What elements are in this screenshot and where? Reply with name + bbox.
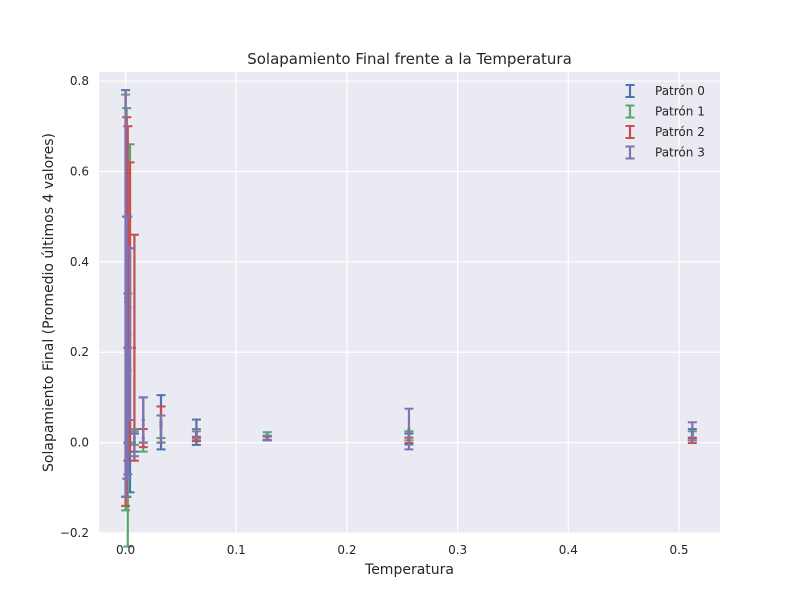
data-point <box>690 429 694 433</box>
grid <box>99 72 720 534</box>
x-axis: 0.0 0.1 0.2 0.3 0.4 0.5 <box>116 543 689 557</box>
x-tick-label: 0.4 <box>559 543 578 557</box>
legend-item: Patrón 2 <box>625 125 705 139</box>
legend-label: Patrón 1 <box>655 105 705 119</box>
chart-title: Solapamiento Final frente a la Temperatu… <box>247 50 572 68</box>
data-point <box>265 436 269 440</box>
y-axis: −0.2 0.0 0.2 0.4 0.6 0.8 <box>60 74 89 540</box>
legend-label: Patrón 3 <box>655 146 705 160</box>
legend-item: Patrón 1 <box>625 104 705 119</box>
legend-label: Patrón 0 <box>655 84 705 98</box>
x-tick-label: 0.2 <box>337 543 356 557</box>
data-point <box>159 427 163 431</box>
y-tick-label: −0.2 <box>60 526 89 540</box>
legend-item: Patrón 0 <box>625 84 705 98</box>
y-axis-label: Solapamiento Final (Promedio últimos 4 v… <box>41 133 57 472</box>
legend: Patrón 0 Patrón 1 Patrón 2 Patrón 3 <box>625 84 705 160</box>
data-point <box>128 332 132 336</box>
x-tick-label: 0.0 <box>116 543 135 557</box>
data-point <box>407 427 411 431</box>
data-point <box>132 441 137 445</box>
y-tick-label: 0.8 <box>70 74 89 88</box>
data-point <box>194 431 199 436</box>
y-tick-label: 0.6 <box>70 164 89 178</box>
data-point <box>126 409 130 413</box>
legend-item: Patrón 3 <box>625 145 705 160</box>
x-tick-label: 0.1 <box>227 543 246 557</box>
y-tick-label: 0.2 <box>70 345 89 359</box>
series-3 <box>121 89 697 498</box>
data-point <box>132 346 137 350</box>
y-tick-label: 0.4 <box>70 255 89 269</box>
x-axis-label: Temperatura <box>364 562 454 578</box>
y-tick-label: 0.0 <box>70 436 89 450</box>
x-tick-label: 0.3 <box>448 543 467 557</box>
x-tick-label: 0.5 <box>669 543 688 557</box>
series-layer <box>121 89 697 548</box>
plot-area <box>99 72 720 533</box>
data-point <box>141 418 145 422</box>
legend-label: Patrón 2 <box>655 125 705 139</box>
